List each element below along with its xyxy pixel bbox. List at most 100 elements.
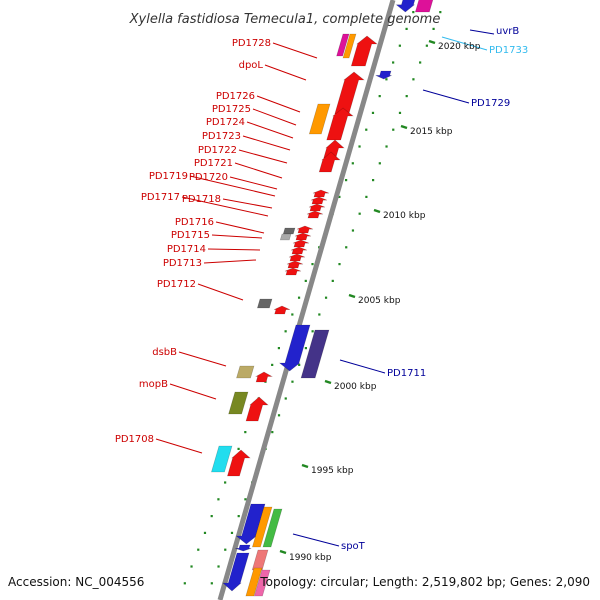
scale-label-2010: 2010 kbp <box>383 211 426 221</box>
leader-line <box>189 175 276 197</box>
gene-label-pd1714[interactable]: PD1714 <box>167 244 206 255</box>
gene-pd1702[interactable] <box>254 569 271 597</box>
gene-arrow-0[interactable] <box>296 225 314 234</box>
gene-pd1708b[interactable] <box>227 449 251 477</box>
dotted-scale-tracks <box>183 11 442 585</box>
scale-dot <box>331 279 334 282</box>
gene-pd1703[interactable] <box>245 567 263 597</box>
scale-dot <box>291 313 294 316</box>
gene-pd1712b[interactable] <box>273 305 291 315</box>
scale-dot <box>338 195 341 198</box>
genome-backbone <box>217 0 396 600</box>
gene-pd1729[interactable] <box>375 70 392 80</box>
leader-line <box>203 259 257 264</box>
gene-small-1[interactable] <box>310 196 328 205</box>
gene-pd1730[interactable] <box>336 33 350 57</box>
scale-dot <box>345 179 348 182</box>
gene-label-pd1717[interactable]: PD1717 <box>141 192 180 203</box>
gene-dsbb-b[interactable] <box>254 371 274 383</box>
gene-mopb-b[interactable] <box>245 396 269 422</box>
scale-dot <box>425 44 428 47</box>
gene-label-pd1733[interactable]: PD1733 <box>489 45 528 56</box>
gene-label-pd1719[interactable]: PD1719 <box>149 171 188 182</box>
leader-line <box>339 359 386 374</box>
gene-pd1726[interactable] <box>308 103 331 135</box>
gene-pd1716[interactable] <box>282 227 296 235</box>
gene-small-blue[interactable] <box>235 544 252 552</box>
gene-small-3[interactable] <box>306 210 324 219</box>
gene-label-pd1729[interactable]: PD1729 <box>471 98 510 109</box>
gene-pd1712[interactable] <box>256 298 273 309</box>
gene-label-dsbb[interactable]: dsbB <box>152 347 177 358</box>
gene-arrow-3[interactable] <box>290 246 308 255</box>
leader-line <box>272 42 318 59</box>
gene-label-pd1715[interactable]: PD1715 <box>171 230 210 241</box>
scale-dot <box>237 515 240 518</box>
scale-dot <box>412 11 415 14</box>
leader-line <box>169 383 217 400</box>
gene-label-pd1725[interactable]: PD1725 <box>212 104 251 115</box>
leader-line <box>215 221 265 234</box>
scale-dot <box>398 111 402 114</box>
gene-label-pd1726[interactable]: PD1726 <box>216 91 255 102</box>
gene-label-uvrb[interactable]: uvrB <box>496 26 519 37</box>
scale-dot <box>385 145 388 148</box>
gene-arrow-1[interactable] <box>294 232 312 241</box>
scale-dot <box>190 565 193 568</box>
gene-label-pd1722[interactable]: PD1722 <box>198 145 237 156</box>
gene-arrow-5[interactable] <box>286 260 304 269</box>
gene-arrow-4[interactable] <box>288 253 306 262</box>
gene-mopb[interactable] <box>228 391 249 415</box>
gene-pd1710[interactable] <box>300 329 330 379</box>
gene-small-0[interactable] <box>312 189 330 198</box>
gene-pd1728[interactable] <box>350 35 378 67</box>
scale-dot <box>277 414 281 417</box>
gene-dsbb[interactable] <box>236 365 255 379</box>
gene-pd1704[interactable] <box>251 549 269 571</box>
gene-label-pd1711[interactable]: PD1711 <box>387 368 426 379</box>
gene-label-dpol[interactable]: dpoL <box>239 60 264 71</box>
gene-pd1715[interactable] <box>279 233 292 241</box>
gene-label-pd1721[interactable]: PD1721 <box>194 158 233 169</box>
gene-spot-c[interactable] <box>262 508 283 548</box>
gene-pd1733[interactable] <box>414 0 434 13</box>
gene-label-pd1713[interactable]: PD1713 <box>163 258 202 269</box>
gene-label-pd1728[interactable]: PD1728 <box>232 38 271 49</box>
gene-pd1722[interactable] <box>318 151 341 173</box>
leader-line <box>242 135 291 151</box>
gene-label-pd1708[interactable]: PD1708 <box>115 434 154 445</box>
gene-pd1711[interactable] <box>278 324 311 372</box>
scale-dot <box>338 263 341 266</box>
gene-label-pd1720[interactable]: PD1720 <box>189 172 228 183</box>
scale-dot <box>224 481 227 484</box>
gene-label-pd1724[interactable]: PD1724 <box>206 117 245 128</box>
gene-label-pd1716[interactable]: PD1716 <box>175 217 214 228</box>
gene-pd1708[interactable] <box>211 445 233 473</box>
gene-arrow-6[interactable] <box>284 267 302 276</box>
gene-arrow-2[interactable] <box>292 239 310 248</box>
scale-dot <box>284 397 287 400</box>
scale-dot <box>371 111 375 114</box>
gene-pd1728b[interactable] <box>342 33 357 59</box>
scale-dot <box>419 61 422 64</box>
scale-dot <box>298 363 301 366</box>
scale-dot <box>291 380 294 383</box>
scale-tick <box>373 208 381 214</box>
gene-small-2[interactable] <box>308 203 326 212</box>
gene-label-pd1712[interactable]: PD1712 <box>157 279 196 290</box>
scale-dot <box>351 229 355 232</box>
gene-spot-b[interactable] <box>252 506 273 548</box>
left-gene-labels: PD1728 dpoL PD1726 PD1725 PD1724 PD1723 … <box>115 38 271 445</box>
leader-line <box>155 438 203 454</box>
scale-dot <box>378 162 381 165</box>
gene-label-pd1718[interactable]: PD1718 <box>182 194 221 205</box>
leader-line <box>441 36 488 51</box>
gene-label-mopb[interactable]: mopB <box>139 379 168 390</box>
right-gene-labels: uvrB PD1733 PD1729 PD1711 spoT <box>341 26 528 552</box>
gene-label-spot[interactable]: spoT <box>341 541 366 552</box>
gene-pd1725[interactable] <box>326 107 354 141</box>
gene-uvrb[interactable] <box>395 0 416 13</box>
gene-pd1705[interactable] <box>222 552 250 592</box>
gene-label-pd1723[interactable]: PD1723 <box>202 131 241 142</box>
